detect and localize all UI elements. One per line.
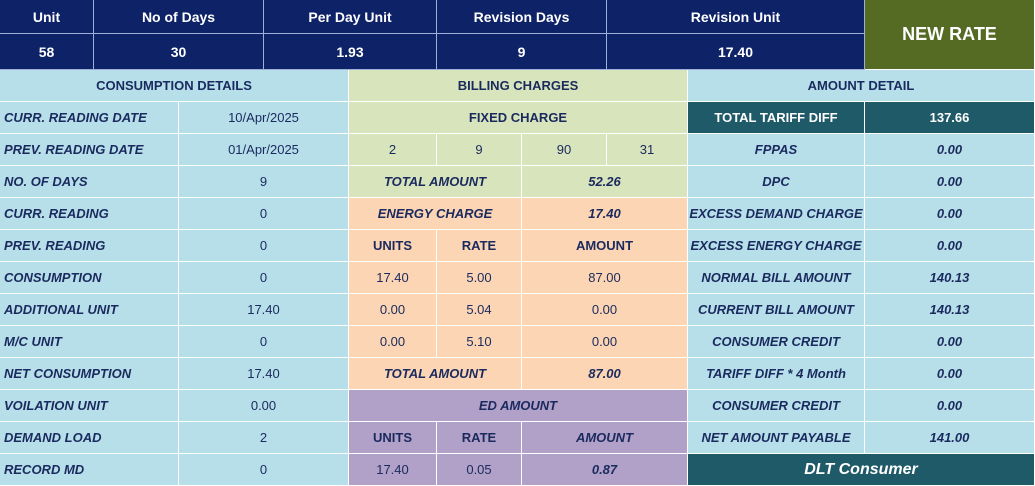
consumption-label: VOILATION UNIT (0, 390, 179, 422)
fixed-charge-cell: 90 (522, 134, 607, 166)
amount-value: 0.00 (865, 134, 1035, 166)
fixed-total-value: 52.26 (522, 166, 688, 198)
ed-rate-cell: 0.05 (437, 454, 522, 486)
consumption-label: CURR. READING (0, 198, 179, 230)
new-rate-button[interactable]: NEW RATE (865, 0, 1035, 70)
fixed-total-label: TOTAL AMOUNT (349, 166, 522, 198)
revision-unit-header: Revision Unit (607, 0, 865, 34)
amount-value: 0.00 (865, 230, 1035, 262)
fixed-charge-label: FIXED CHARGE (349, 102, 688, 134)
amount-value: 0.00 (865, 166, 1035, 198)
amount-value: 0.00 (865, 326, 1035, 358)
consumption-details-title: CONSUMPTION DETAILS (0, 70, 349, 102)
consumption-label: M/C UNIT (0, 326, 179, 358)
consumption-value: 0 (179, 230, 349, 262)
amount-detail-title: AMOUNT DETAIL (688, 70, 1035, 102)
total-tariff-diff-value: 137.66 (865, 102, 1035, 134)
consumption-label: CONSUMPTION (0, 262, 179, 294)
ed-amount-label: ED AMOUNT (349, 390, 688, 422)
consumption-value: 10/Apr/2025 (179, 102, 349, 134)
amount-label: NORMAL BILL AMOUNT (688, 262, 865, 294)
energy-amount-cell: 87.00 (522, 262, 688, 294)
fixed-charge-cell: 31 (607, 134, 688, 166)
consumption-label: RECORD MD (0, 454, 179, 486)
amount-label: EXCESS ENERGY CHARGE (688, 230, 865, 262)
consumer-type-footer: DLT Consumer (688, 454, 1035, 486)
energy-total-label: TOTAL AMOUNT (349, 358, 522, 390)
energy-units-cell: 0.00 (349, 294, 437, 326)
consumption-label: ADDITIONAL UNIT (0, 294, 179, 326)
energy-units-cell: 17.40 (349, 262, 437, 294)
energy-units-header: UNITS (349, 230, 437, 262)
energy-charge-value: 17.40 (522, 198, 688, 230)
amount-label: CONSUMER CREDIT (688, 326, 865, 358)
days-header: No of Days (94, 0, 264, 34)
consumption-value: 0 (179, 326, 349, 358)
revision-days-header: Revision Days (437, 0, 607, 34)
consumption-value: 01/Apr/2025 (179, 134, 349, 166)
ed-units-header: UNITS (349, 422, 437, 454)
unit-header: Unit (0, 0, 94, 34)
consumption-value: 0 (179, 198, 349, 230)
per-day-value: 1.93 (264, 34, 437, 70)
energy-total-value: 87.00 (522, 358, 688, 390)
energy-rate-header: RATE (437, 230, 522, 262)
days-value: 30 (94, 34, 264, 70)
ed-units-cell: 17.40 (349, 454, 437, 486)
amount-label: FPPAS (688, 134, 865, 166)
consumption-label: CURR. READING DATE (0, 102, 179, 134)
amount-value: 0.00 (865, 198, 1035, 230)
consumption-value: 17.40 (179, 294, 349, 326)
total-tariff-diff-label: TOTAL TARIFF DIFF (688, 102, 865, 134)
consumption-value: 0 (179, 262, 349, 294)
consumption-value: 2 (179, 422, 349, 454)
consumption-label: NO. OF DAYS (0, 166, 179, 198)
consumption-value: 0 (179, 454, 349, 486)
energy-units-cell: 0.00 (349, 326, 437, 358)
ed-amount-cell: 0.87 (522, 454, 688, 486)
per-day-header: Per Day Unit (264, 0, 437, 34)
amount-value: 0.00 (865, 390, 1035, 422)
consumption-value: 17.40 (179, 358, 349, 390)
amount-label: CURRENT BILL AMOUNT (688, 294, 865, 326)
amount-label: CONSUMER CREDIT (688, 390, 865, 422)
unit-value: 58 (0, 34, 94, 70)
consumption-label: PREV. READING (0, 230, 179, 262)
ed-rate-header: RATE (437, 422, 522, 454)
energy-rate-cell: 5.04 (437, 294, 522, 326)
energy-amount-cell: 0.00 (522, 294, 688, 326)
consumption-value: 9 (179, 166, 349, 198)
net-amount-payable-value: 141.00 (865, 422, 1035, 454)
amount-label: TARIFF DIFF * 4 Month (688, 358, 865, 390)
consumption-label: DEMAND LOAD (0, 422, 179, 454)
amount-label: DPC (688, 166, 865, 198)
energy-amount-cell: 0.00 (522, 326, 688, 358)
revision-unit-value: 17.40 (607, 34, 865, 70)
billing-charges-title: BILLING CHARGES (349, 70, 688, 102)
amount-value: 140.13 (865, 262, 1035, 294)
consumption-label: PREV. READING DATE (0, 134, 179, 166)
energy-amount-header: AMOUNT (522, 230, 688, 262)
energy-rate-cell: 5.10 (437, 326, 522, 358)
consumption-label: NET CONSUMPTION (0, 358, 179, 390)
energy-charge-label: ENERGY CHARGE (349, 198, 522, 230)
fixed-charge-cell: 9 (437, 134, 522, 166)
revision-days-value: 9 (437, 34, 607, 70)
fixed-charge-cell: 2 (349, 134, 437, 166)
consumption-value: 0.00 (179, 390, 349, 422)
amount-label: EXCESS DEMAND CHARGE (688, 198, 865, 230)
ed-amount-header: AMOUNT (522, 422, 688, 454)
amount-value: 140.13 (865, 294, 1035, 326)
amount-value: 0.00 (865, 358, 1035, 390)
net-amount-payable-label: NET AMOUNT PAYABLE (688, 422, 865, 454)
energy-rate-cell: 5.00 (437, 262, 522, 294)
